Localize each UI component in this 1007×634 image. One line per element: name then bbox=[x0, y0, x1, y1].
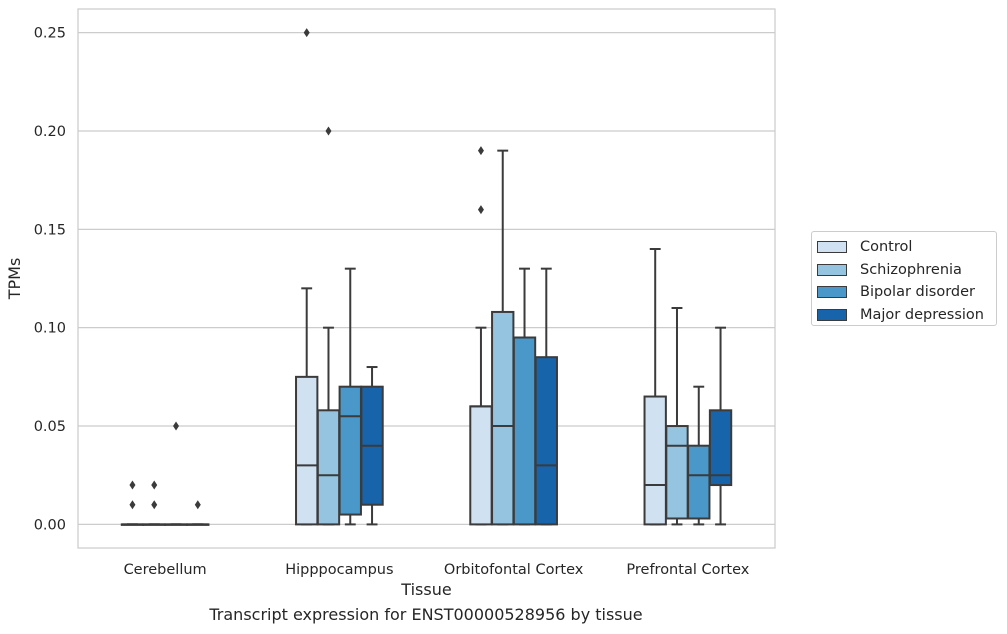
outlier-schizophrenia-cerebellum-0 bbox=[151, 500, 158, 510]
legend-item-major-depression: Major depression bbox=[817, 304, 996, 327]
iqr-box-schizophrenia-prefrontal-cortex bbox=[665, 425, 689, 520]
box-major-depression-cerebellum bbox=[186, 500, 210, 526]
legend-swatch-schizophrenia bbox=[817, 263, 847, 276]
legend-item-bipolar-disorder: Bipolar disorder bbox=[817, 281, 996, 304]
y-tick-label-0-15: 0.15 bbox=[34, 222, 66, 238]
box-plot-marks bbox=[120, 28, 733, 526]
legend-item-schizophrenia: Schizophrenia bbox=[817, 259, 996, 282]
y-tick-label-0-05: 0.05 bbox=[34, 419, 66, 435]
iqr-box-major-depression-prefrontal-cortex bbox=[708, 409, 733, 487]
legend-swatch-bipolar-disorder bbox=[817, 286, 847, 299]
box-schizophrenia-cerebellum bbox=[142, 480, 166, 526]
x-tick-label-hipppocampus: Hipppocampus bbox=[285, 562, 393, 578]
outlier-bipolar-disorder-cerebellum-0 bbox=[173, 421, 180, 431]
y-tick-label-0-20: 0.20 bbox=[34, 124, 66, 140]
iqr-box-schizophrenia-hipppocampus bbox=[316, 409, 341, 526]
iqr-box-schizophrenia-orbitofontal-cortex bbox=[491, 310, 515, 526]
outlier-control-orbitofontal-cortex-1 bbox=[477, 146, 484, 156]
outlier-control-cerebellum-0 bbox=[129, 500, 136, 510]
box-bipolar-disorder-cerebellum bbox=[164, 421, 188, 526]
box-control-hipppocampus bbox=[295, 28, 319, 526]
legend: Control Schizophrenia Bipolar disorder M… bbox=[811, 231, 997, 326]
box-control-prefrontal-cortex bbox=[643, 247, 667, 526]
x-axis-label: Tissue bbox=[400, 580, 451, 599]
legend-label-schizophrenia: Schizophrenia bbox=[860, 261, 962, 278]
x-tick-labels: Cerebellum Hipppocampus Orbitofontal Corte… bbox=[124, 562, 750, 578]
y-tick-labels: 0.00 0.05 0.10 0.15 0.20 0.25 bbox=[34, 26, 66, 534]
box-bipolar-disorder-orbitofontal-cortex bbox=[512, 267, 537, 526]
legend-label-bipolar-disorder: Bipolar disorder bbox=[860, 284, 975, 301]
iqr-box-bipolar-disorder-hipppocampus bbox=[338, 385, 362, 516]
box-bipolar-disorder-hipppocampus bbox=[338, 267, 362, 526]
iqr-box-bipolar-disorder-orbitofontal-cortex bbox=[512, 336, 537, 526]
outlier-schizophrenia-hipppocampus-0 bbox=[325, 126, 332, 136]
figure-caption: Transcript expression for ENST0000052895… bbox=[209, 605, 643, 624]
box-schizophrenia-hipppocampus bbox=[316, 126, 341, 526]
plot-frame bbox=[77, 8, 776, 549]
iqr-box-control-orbitofontal-cortex bbox=[469, 405, 493, 526]
y-tick-label-0-25: 0.25 bbox=[34, 26, 66, 42]
box-schizophrenia-prefrontal-cortex bbox=[665, 307, 689, 526]
x-tick-label-cerebellum: Cerebellum bbox=[124, 562, 207, 578]
outlier-control-cerebellum-1 bbox=[129, 480, 136, 490]
box-control-orbitofontal-cortex bbox=[469, 146, 493, 526]
x-tick-label-prefrontal-cortex: Prefrontal Cortex bbox=[626, 562, 749, 578]
x-tick-label-orbitofontal-cortex: Orbitofontal Cortex bbox=[444, 562, 584, 578]
outlier-control-orbitofontal-cortex-0 bbox=[477, 205, 484, 215]
outlier-major-depression-cerebellum-0 bbox=[194, 500, 201, 510]
y-axis-label: TPMs bbox=[5, 258, 24, 301]
y-tick-label-0-00: 0.00 bbox=[34, 517, 66, 533]
legend-label-major-depression: Major depression bbox=[860, 306, 984, 323]
outlier-schizophrenia-cerebellum-1 bbox=[151, 480, 158, 490]
legend-swatch-control bbox=[817, 241, 847, 254]
legend-label-control: Control bbox=[860, 239, 913, 256]
legend-item-control: Control bbox=[817, 236, 996, 259]
iqr-box-control-hipppocampus bbox=[295, 375, 319, 526]
box-major-depression-prefrontal-cortex bbox=[708, 326, 733, 526]
outlier-control-hipppocampus-0 bbox=[303, 28, 310, 38]
iqr-box-bipolar-disorder-prefrontal-cortex bbox=[687, 444, 711, 520]
box-schizophrenia-orbitofontal-cortex bbox=[491, 149, 515, 526]
legend-swatch-major-depression bbox=[817, 308, 847, 321]
y-tick-label-0-10: 0.10 bbox=[34, 321, 66, 337]
box-control-cerebellum bbox=[120, 480, 145, 526]
iqr-box-major-depression-orbitofontal-cortex bbox=[534, 356, 558, 526]
box-bipolar-disorder-prefrontal-cortex bbox=[687, 385, 711, 526]
box-major-depression-orbitofontal-cortex bbox=[534, 267, 558, 526]
iqr-box-control-prefrontal-cortex bbox=[643, 395, 667, 526]
box-major-depression-hipppocampus bbox=[360, 366, 384, 526]
